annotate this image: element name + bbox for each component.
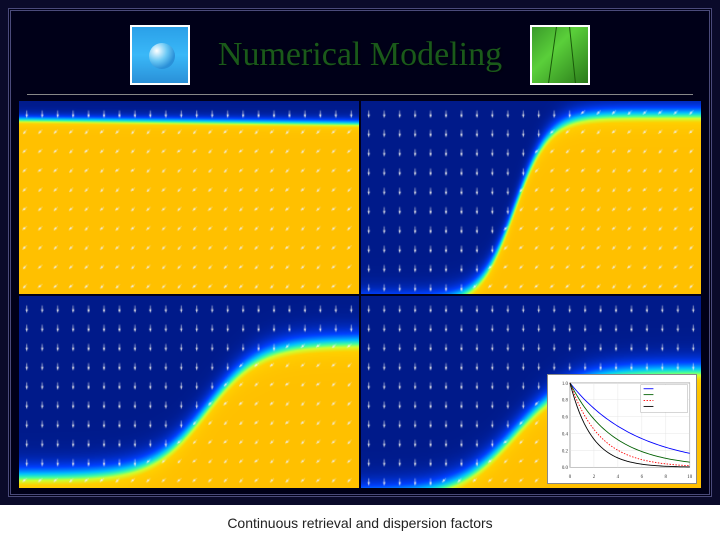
- slide-inner: Numerical Modeling 0 2 4 6 8 10 0.0 0.2 0.4 0.6 0.…: [8, 8, 712, 497]
- svg-text:0.6: 0.6: [562, 416, 569, 421]
- thumb-green-leaf: [530, 25, 590, 85]
- slide-caption: Continuous retrieval and dispersion fact…: [227, 515, 492, 531]
- slide-title: Numerical Modeling: [208, 36, 512, 74]
- svg-text:4: 4: [617, 475, 620, 480]
- panel-top-left: [19, 101, 359, 294]
- svg-text:1.0: 1.0: [562, 382, 569, 387]
- slide-frame: Numerical Modeling 0 2 4 6 8 10 0.0 0.2 0.4 0.6 0.…: [0, 0, 720, 505]
- svg-text:8: 8: [665, 475, 668, 480]
- inset-svg: 0 2 4 6 8 10 0.0 0.2 0.4 0.6 0.8 1.0: [548, 375, 696, 483]
- heatmap-bl: [19, 296, 359, 489]
- panel-bottom-right: 0 2 4 6 8 10 0.0 0.2 0.4 0.6 0.8 1.0: [361, 296, 701, 489]
- svg-text:0.0: 0.0: [562, 466, 569, 471]
- heatmap-tr: [361, 101, 701, 294]
- panel-top-right: [361, 101, 701, 294]
- inset-decay-chart: 0 2 4 6 8 10 0.0 0.2 0.4 0.6 0.8 1.0: [547, 374, 697, 484]
- caption-row: Continuous retrieval and dispersion fact…: [0, 505, 720, 540]
- svg-text:0.8: 0.8: [562, 399, 569, 404]
- svg-text:2: 2: [593, 475, 596, 480]
- svg-text:6: 6: [641, 475, 644, 480]
- thumb-water-droplet: [130, 25, 190, 85]
- simulation-panels: 0 2 4 6 8 10 0.0 0.2 0.4 0.6 0.8 1.0: [19, 101, 701, 488]
- panel-bottom-left: [19, 296, 359, 489]
- heatmap-tl: [19, 101, 359, 294]
- svg-text:0: 0: [569, 475, 572, 480]
- header: Numerical Modeling: [19, 17, 701, 95]
- svg-text:0.2: 0.2: [562, 449, 569, 454]
- svg-text:10: 10: [687, 475, 692, 480]
- svg-text:0.4: 0.4: [562, 432, 569, 437]
